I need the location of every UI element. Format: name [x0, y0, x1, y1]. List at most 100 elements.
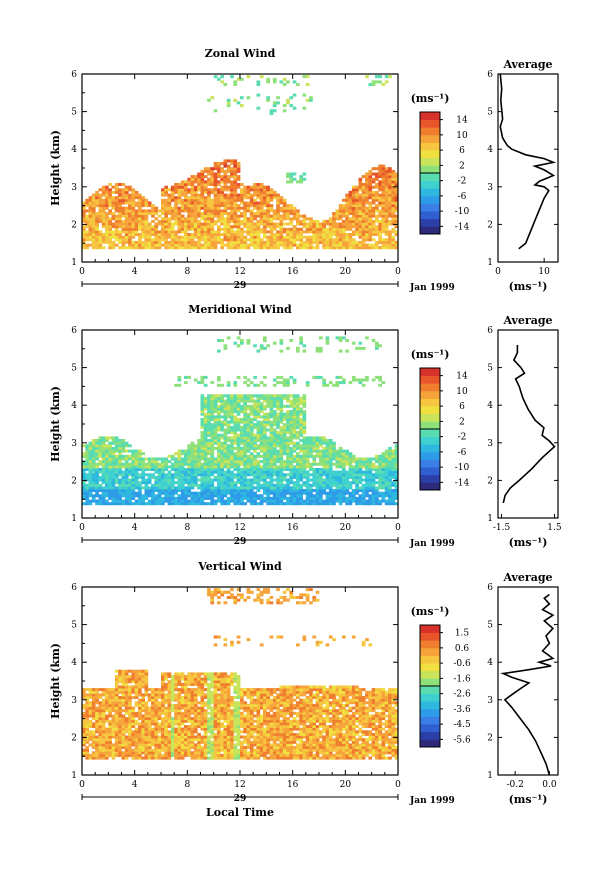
heatmap-cell	[296, 396, 300, 400]
heatmap-cell	[223, 470, 228, 474]
heatmap-cell	[351, 238, 356, 242]
heatmap-cell	[394, 491, 399, 495]
heatmap-cell	[249, 209, 254, 213]
heatmap-cell	[371, 462, 376, 466]
heatmap-cell	[272, 449, 277, 453]
heatmap-cell	[358, 478, 363, 482]
heatmap-cell	[286, 415, 290, 419]
heatmap-cell	[296, 457, 300, 461]
heatmap-cell	[91, 230, 96, 234]
heatmap-cell	[272, 478, 277, 482]
heatmap-cell	[200, 177, 205, 181]
heatmap-cell	[177, 486, 182, 490]
heatmap-cell	[240, 407, 244, 411]
heatmap-cell	[230, 496, 234, 500]
heatmap-cell	[118, 441, 122, 445]
heatmap-cell	[384, 222, 389, 226]
heatmap-cell	[256, 433, 261, 437]
heatmap-cell	[243, 240, 247, 244]
heatmap-cell	[138, 246, 142, 250]
heatmap-cell	[85, 462, 89, 466]
heatmap-cell	[394, 201, 399, 205]
heatmap-cell	[256, 83, 261, 86]
heatmap-cell	[371, 483, 376, 487]
heatmap-cell	[286, 410, 290, 414]
heatmap-cell	[286, 436, 290, 440]
heatmap-cell	[124, 185, 129, 189]
heatmap-cell	[226, 415, 231, 419]
heatmap-cell	[381, 164, 386, 168]
heatmap-cell	[220, 475, 224, 479]
chart-title: Meridional Wind	[188, 303, 292, 316]
heatmap-cell	[236, 454, 241, 458]
heatmap-cell	[355, 188, 359, 192]
heatmap-cell	[213, 204, 218, 208]
heatmap-cell	[154, 243, 159, 247]
heatmap-cell	[217, 383, 221, 387]
heatmap-cell	[131, 243, 136, 247]
heatmap-cell	[384, 75, 389, 79]
heatmap-cell	[184, 449, 188, 453]
heatmap-cell	[272, 462, 277, 466]
heatmap-cell	[263, 446, 267, 450]
heatmap-cell	[240, 206, 244, 210]
heatmap-cell	[246, 462, 251, 466]
heatmap-cell	[138, 238, 142, 242]
heatmap-cell	[355, 481, 359, 485]
heatmap-cell	[259, 396, 264, 400]
heatmap-cell	[276, 441, 280, 445]
heatmap-cell	[243, 425, 247, 429]
heatmap-cell	[197, 439, 201, 442]
heatmap-cell	[101, 499, 106, 503]
heatmap-cell	[276, 483, 280, 487]
heatmap-cell	[272, 494, 277, 498]
heatmap-cell	[361, 491, 366, 495]
heatmap-cell	[193, 212, 198, 215]
heatmap-cell	[381, 214, 386, 218]
heatmap-cell	[266, 344, 270, 348]
heatmap-cell	[332, 481, 336, 485]
heatmap-cell	[279, 240, 284, 244]
heatmap-cell	[114, 204, 119, 208]
heatmap-cell	[371, 233, 376, 236]
heatmap-cell	[371, 502, 376, 506]
heatmap-cell	[230, 246, 234, 250]
heatmap-cell	[348, 222, 353, 226]
heatmap-cell	[243, 489, 247, 492]
heatmap-cell	[82, 206, 86, 210]
heatmap-cell	[249, 396, 254, 400]
heatmap-cell	[358, 243, 363, 247]
heatmap-cell	[236, 481, 241, 485]
heatmap-cell	[154, 238, 159, 242]
heatmap-cell	[95, 449, 99, 453]
heatmap-cell	[289, 496, 294, 500]
heatmap-cell	[378, 457, 382, 461]
heatmap-cell	[128, 489, 132, 492]
heatmap-cell	[305, 238, 310, 242]
heatmap-cell	[371, 494, 376, 498]
heatmap-cell	[246, 454, 251, 458]
heatmap-cell	[157, 494, 162, 498]
heatmap-cell	[180, 214, 185, 218]
heatmap-cell	[174, 235, 178, 239]
heatmap-cell	[174, 230, 178, 234]
heatmap-cell	[138, 206, 142, 210]
heatmap-cell	[263, 460, 267, 464]
heatmap-cell	[365, 468, 369, 471]
colorbar-tick-label: 6	[459, 402, 465, 412]
heatmap-cell	[236, 404, 241, 408]
heatmap-cell	[111, 246, 116, 250]
heatmap-cell	[108, 449, 112, 453]
heatmap-cell	[309, 446, 313, 450]
heatmap-cell	[292, 431, 297, 435]
heatmap-cell	[282, 475, 287, 479]
heatmap-cell	[322, 439, 326, 442]
heatmap-cell	[279, 217, 284, 221]
heatmap-cell	[256, 483, 261, 487]
heatmap-cell	[345, 452, 349, 456]
heatmap-cell	[328, 227, 333, 231]
heatmap-cell	[266, 491, 270, 495]
heatmap-cell	[296, 230, 300, 234]
heatmap-cell	[335, 486, 340, 490]
heatmap-cell	[276, 381, 280, 385]
